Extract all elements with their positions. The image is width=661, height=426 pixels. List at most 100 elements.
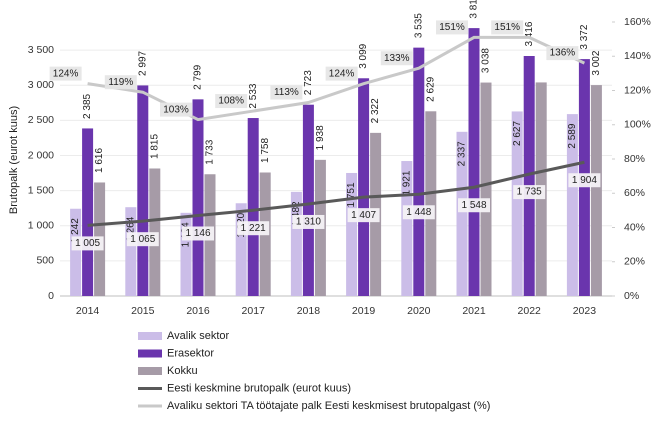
data-label: 119% bbox=[108, 77, 133, 88]
y-tick-label: 2 000 bbox=[28, 149, 54, 161]
data-label: 2 629 bbox=[425, 76, 436, 101]
data-label: 3 372 bbox=[579, 24, 590, 49]
data-label: 103% bbox=[163, 104, 189, 115]
label-box bbox=[325, 66, 358, 81]
y2-tick-label: 0% bbox=[624, 290, 639, 302]
data-label: 2 627 bbox=[512, 120, 523, 145]
bar bbox=[523, 56, 535, 296]
legend-label: Kokku bbox=[167, 365, 198, 377]
data-label: 136% bbox=[550, 48, 576, 59]
data-label: 3 099 bbox=[358, 43, 369, 68]
data-label: 1 264 bbox=[125, 216, 136, 241]
y-tick-label: 3 000 bbox=[28, 79, 54, 91]
label-box bbox=[458, 198, 490, 213]
y-tick-label: 3 500 bbox=[28, 44, 54, 56]
bar bbox=[346, 172, 358, 296]
bar bbox=[82, 128, 94, 296]
label-box bbox=[49, 66, 82, 81]
data-label: 151% bbox=[439, 22, 465, 33]
data-label: 1 065 bbox=[130, 234, 155, 245]
data-label: 1 758 bbox=[260, 138, 271, 163]
data-label: 1 904 bbox=[572, 175, 597, 186]
data-label: 1 242 bbox=[70, 218, 81, 243]
data-label: 2 997 bbox=[137, 50, 148, 75]
data-label: 1 221 bbox=[241, 223, 266, 234]
y2-tick-label: 120% bbox=[624, 84, 651, 96]
y-tick-label: 1 500 bbox=[28, 184, 54, 196]
data-label: 2 799 bbox=[193, 64, 204, 89]
data-label: 3 416 bbox=[524, 21, 535, 46]
bar bbox=[413, 47, 425, 297]
label-box bbox=[237, 221, 270, 236]
legend-label: Eesti keskmine brutopalk (eurot kuus) bbox=[167, 382, 351, 394]
y-tick-label: 500 bbox=[36, 255, 54, 267]
data-label: 1 407 bbox=[351, 210, 376, 221]
label-box bbox=[380, 51, 413, 66]
data-label: 1 938 bbox=[315, 125, 326, 150]
x-tick-label: 2019 bbox=[352, 305, 376, 317]
data-label: 1 548 bbox=[461, 200, 486, 211]
data-label: 2 385 bbox=[82, 93, 93, 118]
bar bbox=[137, 85, 149, 297]
y-axis-label: Brutopalk (eurot kuus) bbox=[8, 106, 20, 214]
legend-label: Avaliku sektori TA töötajate palk Eesti … bbox=[167, 400, 490, 412]
data-label: 151% bbox=[494, 22, 520, 33]
y2-tick-label: 80% bbox=[624, 153, 645, 165]
bar bbox=[401, 161, 413, 296]
bar bbox=[235, 203, 247, 296]
legend-swatch bbox=[138, 349, 162, 358]
y2-tick-label: 60% bbox=[624, 187, 645, 199]
bar bbox=[192, 99, 204, 296]
label-box bbox=[292, 214, 325, 229]
label-box bbox=[126, 232, 159, 247]
legend-swatch bbox=[138, 332, 162, 340]
label-box bbox=[402, 205, 435, 220]
bar bbox=[468, 28, 480, 297]
x-tick-label: 2020 bbox=[407, 305, 431, 317]
bar bbox=[70, 208, 82, 296]
bar bbox=[456, 131, 468, 296]
bar bbox=[590, 85, 602, 296]
bar bbox=[125, 207, 137, 296]
bar bbox=[566, 114, 578, 296]
label-box bbox=[491, 20, 524, 35]
data-label: 108% bbox=[218, 96, 244, 107]
data-label: 1 005 bbox=[75, 238, 100, 249]
data-label: 1 735 bbox=[517, 187, 542, 198]
data-label: 2 533 bbox=[248, 83, 259, 108]
data-label: 1 146 bbox=[185, 228, 210, 239]
bar bbox=[480, 82, 492, 296]
data-label: 3 002 bbox=[591, 50, 602, 75]
data-label: 124% bbox=[329, 68, 355, 79]
line bbox=[87, 160, 585, 227]
data-label: 3 038 bbox=[481, 48, 492, 73]
label-box bbox=[182, 226, 214, 241]
legend-swatch bbox=[138, 367, 162, 375]
bar bbox=[511, 111, 523, 297]
x-tick-label: 2014 bbox=[76, 305, 100, 317]
label-box bbox=[546, 46, 579, 61]
data-label: 1 815 bbox=[149, 134, 160, 159]
x-tick-label: 2018 bbox=[297, 305, 321, 317]
data-label: 1 616 bbox=[94, 148, 105, 173]
data-label: 1 310 bbox=[296, 217, 321, 228]
bar bbox=[290, 191, 302, 296]
data-label: 113% bbox=[274, 87, 299, 98]
legend-label: Erasektor bbox=[167, 347, 214, 359]
data-label: 3 813 bbox=[469, 0, 480, 19]
y-tick-label: 1 000 bbox=[28, 220, 54, 232]
label-box bbox=[71, 236, 104, 251]
y2-tick-label: 140% bbox=[624, 50, 651, 62]
data-label: 1 921 bbox=[401, 170, 412, 195]
x-tick-label: 2022 bbox=[518, 305, 542, 317]
x-tick-label: 2017 bbox=[242, 305, 266, 317]
bar bbox=[302, 104, 314, 296]
label-box bbox=[568, 173, 601, 188]
y-tick-label: 0 bbox=[48, 290, 54, 302]
data-label: 1 733 bbox=[205, 139, 216, 164]
label-box bbox=[215, 94, 248, 109]
label-box bbox=[436, 20, 468, 35]
data-label: 133% bbox=[384, 53, 410, 64]
label-box bbox=[513, 185, 546, 200]
data-label: 1 482 bbox=[291, 201, 302, 226]
